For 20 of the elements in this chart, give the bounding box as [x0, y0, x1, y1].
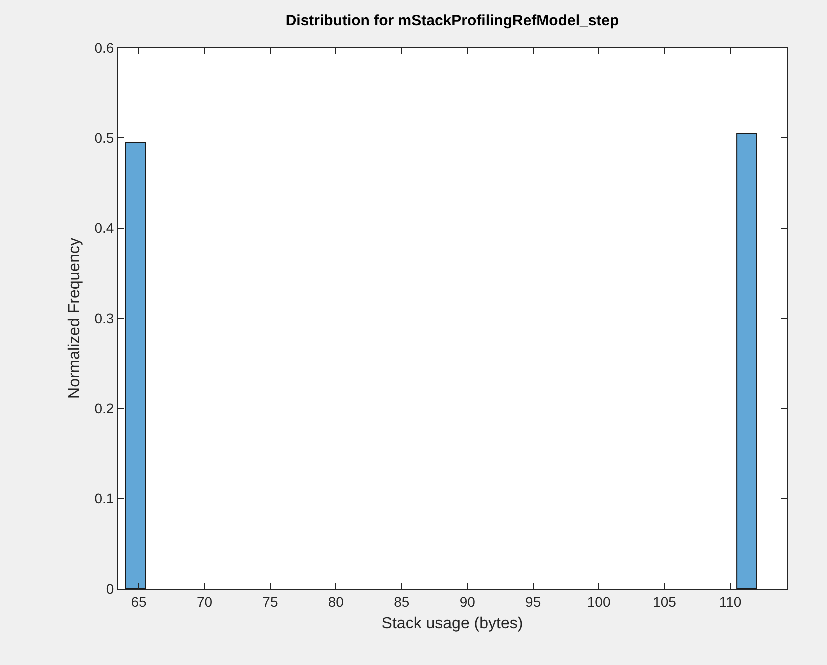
- x-axis-title: Stack usage (bytes): [382, 616, 524, 632]
- y-tick-label: 0.2: [94, 400, 114, 417]
- x-tick-label: 95: [526, 594, 542, 610]
- x-tick-label: 70: [196, 594, 213, 610]
- x-tick-label: 110: [719, 594, 742, 610]
- y-tick-label: 0.3: [94, 310, 114, 326]
- x-tick-label: 105: [653, 594, 677, 610]
- x-tick-label: 100: [587, 594, 611, 610]
- y-tick-label: 0.1: [94, 490, 114, 507]
- x-tick-label: 85: [394, 594, 410, 610]
- x-tick-label: 90: [460, 594, 476, 610]
- y-tick-label: 0.4: [94, 220, 114, 236]
- y-tick-label: 0.6: [94, 40, 114, 56]
- x-tick-label: 75: [262, 594, 278, 610]
- y-axis-title: Normalized Frequency: [66, 238, 84, 399]
- y-tick-label: 0.5: [94, 130, 114, 146]
- x-tick-label: 65: [131, 594, 148, 610]
- y-tick-label: 0: [106, 580, 114, 597]
- chart-title: Distribution for mStackProfilingRefModel_step: [286, 12, 620, 30]
- x-tick-label: 80: [328, 594, 344, 610]
